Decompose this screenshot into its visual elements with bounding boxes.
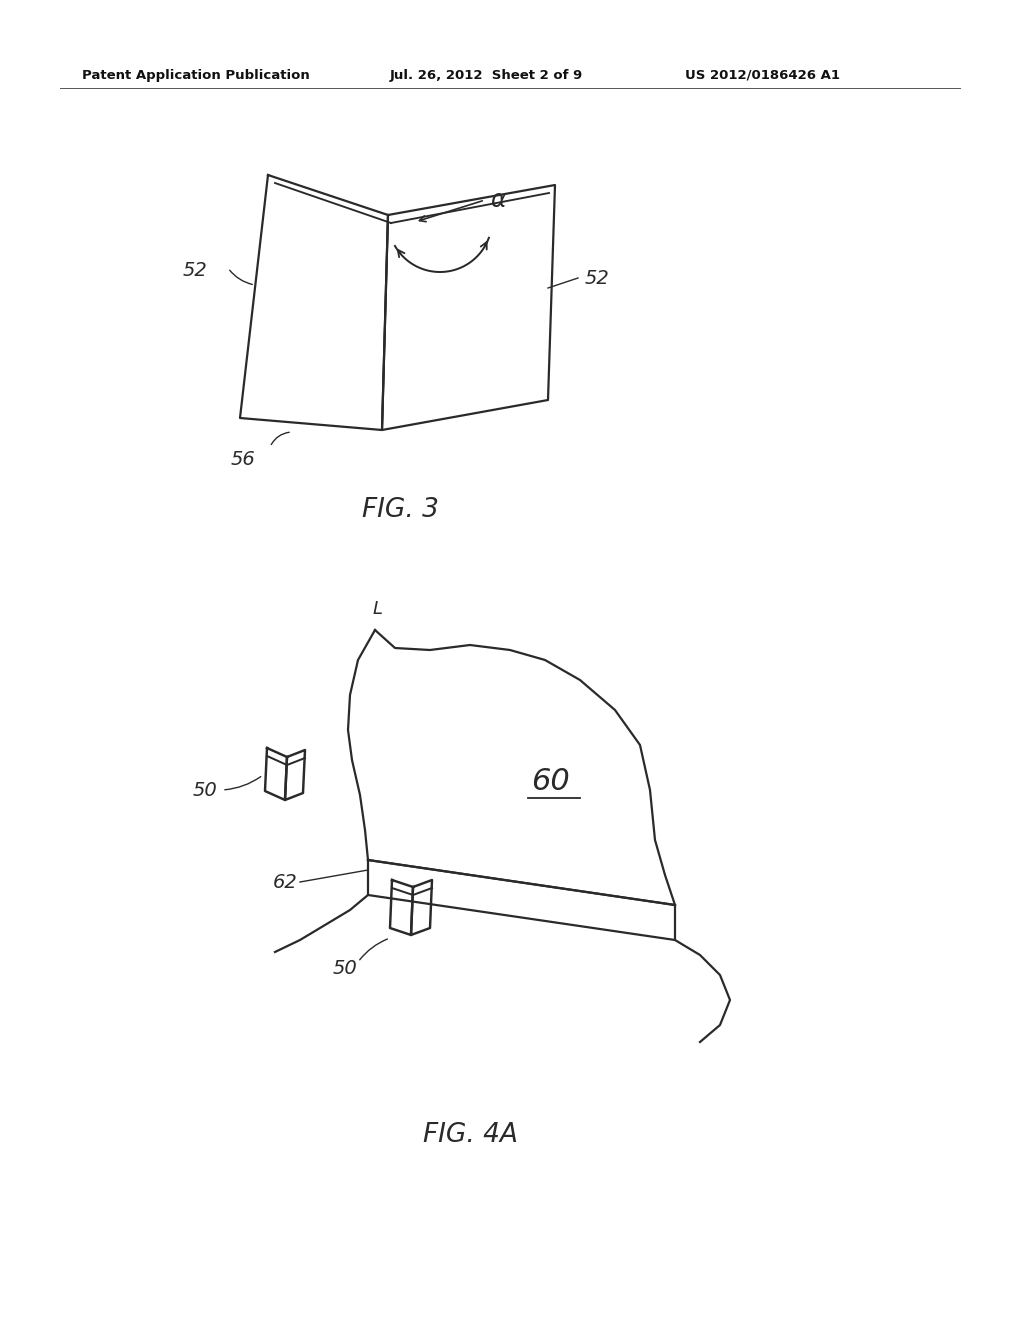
Text: 60: 60	[530, 767, 569, 796]
Text: 52: 52	[182, 260, 207, 280]
Text: L: L	[373, 601, 383, 618]
Text: 56: 56	[230, 450, 255, 469]
Text: Patent Application Publication: Patent Application Publication	[82, 69, 309, 82]
Text: FIG. 4A: FIG. 4A	[423, 1122, 517, 1148]
Text: Jul. 26, 2012  Sheet 2 of 9: Jul. 26, 2012 Sheet 2 of 9	[390, 69, 584, 82]
Text: FIG. 3: FIG. 3	[361, 498, 438, 523]
Text: 50: 50	[333, 958, 357, 978]
Text: $\alpha$: $\alpha$	[490, 187, 507, 213]
Text: 62: 62	[272, 873, 297, 891]
Text: 50: 50	[193, 780, 217, 800]
Text: US 2012/0186426 A1: US 2012/0186426 A1	[685, 69, 840, 82]
Text: 52: 52	[585, 268, 609, 288]
